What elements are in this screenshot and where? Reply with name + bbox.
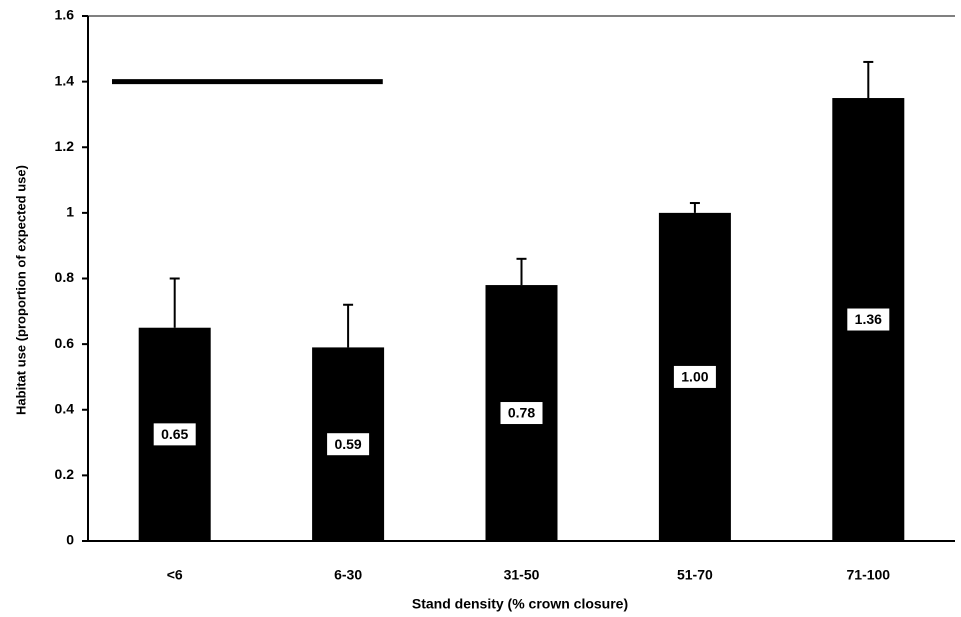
value-label-box [673, 365, 716, 388]
y-tick-label: 0.8 [55, 269, 75, 285]
value-label-box [847, 308, 890, 331]
x-tick-label: 6-30 [334, 567, 362, 583]
x-tick-label: <6 [167, 567, 183, 583]
value-label-box [327, 433, 370, 456]
value-label-box [153, 423, 196, 446]
y-tick-label: 0 [66, 532, 74, 548]
y-tick-label: 1.4 [55, 72, 75, 88]
y-tick-label: 0.4 [55, 400, 75, 416]
y-tick-label: 0.6 [55, 335, 75, 351]
x-tick-label: 71-100 [847, 567, 891, 583]
value-label: 1.00 [681, 369, 708, 385]
y-tick-label: 1.2 [55, 138, 75, 154]
value-label: 1.36 [855, 311, 882, 327]
x-tick-label: 31-50 [504, 567, 540, 583]
x-tick-label: 51-70 [677, 567, 713, 583]
value-label: 0.59 [334, 436, 361, 452]
y-tick-label: 1.6 [55, 7, 75, 23]
x-axis-label: Stand density (% crown closure) [412, 596, 628, 612]
value-label: 0.65 [161, 426, 188, 442]
y-tick-label: 0.2 [55, 466, 75, 482]
y-tick-label: 1 [66, 204, 74, 220]
y-axis-label: Habitat use (proportion of expected use) [13, 165, 28, 415]
value-label-box [500, 402, 543, 425]
value-label: 0.78 [508, 405, 535, 421]
